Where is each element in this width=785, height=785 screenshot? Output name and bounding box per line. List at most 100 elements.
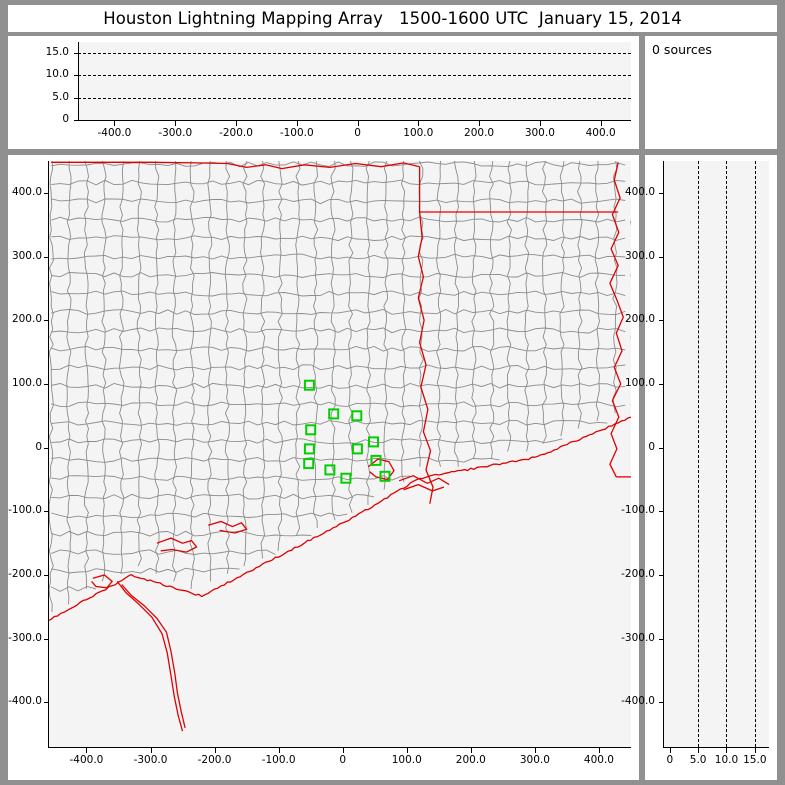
y-axis-line (48, 161, 49, 747)
sources-count-panel: 0 sources (645, 36, 777, 149)
y-tick (659, 257, 664, 258)
lma-station-marker[interactable] (303, 458, 315, 470)
y-tick-label: 300.0 (624, 249, 655, 262)
y-tick (74, 75, 79, 76)
x-tick (540, 121, 541, 126)
lma-station-marker[interactable] (305, 424, 317, 436)
y-tick-label: 400.0 (624, 185, 655, 198)
county-boundary (51, 419, 608, 426)
y-axis-line (663, 161, 664, 747)
lma-station-marker[interactable] (303, 443, 315, 455)
x-tick-label: -100.0 (279, 127, 314, 139)
x-tick (471, 748, 472, 753)
county-boundary (171, 161, 178, 582)
y-tick (659, 575, 664, 576)
x-tick-label: -100.0 (261, 754, 296, 766)
page-title: Houston Lightning Mapping Array 1500-160… (103, 9, 682, 28)
map-geometry (49, 161, 631, 732)
lma-station-marker[interactable] (368, 436, 379, 448)
padre-island (121, 584, 186, 729)
y-tick-label: -400.0 (8, 695, 42, 708)
x-tick (407, 748, 408, 753)
lma-station-marker[interactable] (379, 470, 391, 482)
county-boundary (383, 161, 389, 490)
north-plot-area (663, 161, 769, 747)
county-boundary (260, 161, 266, 559)
x-tick-label: 400.0 (583, 754, 614, 766)
north-plot-canvas (645, 155, 777, 780)
y-tick (44, 384, 49, 385)
plan-view-map-panel[interactable]: 400.0 300.0 200.0 100.0 0 -100.0 -200.0 -300.0 -… (8, 155, 639, 780)
x-tick-label: 0 (339, 754, 347, 766)
altitude-vs-north-panel: 400.0 300.0 200.0 100.0 0 -100.0 -200.0 -300.0 -… (621, 155, 777, 780)
y-tick (659, 448, 664, 449)
laguna-madre (116, 580, 184, 732)
y-tick (44, 511, 49, 512)
county-boundary (51, 401, 626, 408)
county-boundary (51, 549, 276, 555)
y-tick-label: -200.0 (8, 568, 42, 581)
county-boundary (401, 161, 407, 483)
gridline-horizontal (78, 75, 631, 77)
y-tick (659, 384, 664, 385)
lma-station-marker[interactable] (351, 410, 363, 422)
x-axis-line (663, 747, 769, 748)
lma-station-marker[interactable] (370, 454, 382, 466)
county-boundary (330, 161, 336, 521)
x-tick (726, 748, 727, 753)
county-boundary (136, 161, 142, 567)
y-tick (74, 98, 79, 99)
galveston-bay (367, 458, 395, 481)
x-tick (297, 121, 298, 126)
county-boundary (594, 161, 601, 422)
x-tick (86, 748, 87, 753)
y-tick (44, 193, 49, 194)
county-boundary (189, 161, 195, 590)
county-boundary (66, 161, 72, 605)
county-boundary (51, 364, 626, 371)
lma-station-marker[interactable] (340, 472, 352, 484)
x-tick-label: 10.0 (714, 754, 739, 766)
county-boundary (559, 161, 565, 437)
y-tick (44, 448, 49, 449)
x-tick-label: 100.0 (391, 754, 422, 766)
y-tick-label: 100.0 (11, 376, 42, 389)
sabine-river (417, 211, 434, 504)
x-tick-label: -400.0 (69, 754, 104, 766)
county-boundary (51, 493, 375, 500)
county-boundary (365, 161, 371, 506)
y-tick (74, 120, 79, 121)
county-boundary (51, 438, 563, 444)
county-boundary (312, 161, 319, 528)
y-tick (659, 511, 664, 512)
y-tick-label: 0 (35, 440, 42, 453)
county-boundary (51, 309, 626, 315)
y-tick-label: -100.0 (8, 504, 42, 517)
map-canvas[interactable] (8, 155, 639, 780)
lma-station-marker[interactable] (303, 379, 315, 391)
county-boundary (277, 161, 283, 551)
gulf-coastline (49, 416, 631, 621)
x-axis-line (78, 120, 631, 121)
x-tick-label: 0 (354, 127, 361, 139)
y-tick-label: -100.0 (621, 504, 655, 517)
y-tick-label: 5.0 (52, 90, 69, 103)
x-tick-label: -300.0 (133, 754, 168, 766)
title-bar: Houston Lightning Mapping Array 1500-160… (8, 5, 777, 32)
x-tick (358, 121, 359, 126)
county-boundary (51, 161, 626, 168)
y-tick (659, 639, 664, 640)
county-boundary (51, 179, 626, 186)
lma-station-marker[interactable] (328, 408, 340, 420)
x-tick-label: 200.0 (464, 127, 495, 139)
y-tick-label: -400.0 (621, 695, 655, 708)
lma-station-marker[interactable] (351, 443, 363, 455)
x-tick (698, 748, 699, 753)
x-tick (755, 748, 756, 753)
lma-station-marker[interactable] (324, 464, 336, 476)
matagorda-bay (156, 537, 198, 553)
y-tick (659, 320, 664, 321)
county-boundary (51, 235, 626, 242)
county-boundary (51, 272, 626, 278)
gridline-vertical (726, 161, 728, 747)
